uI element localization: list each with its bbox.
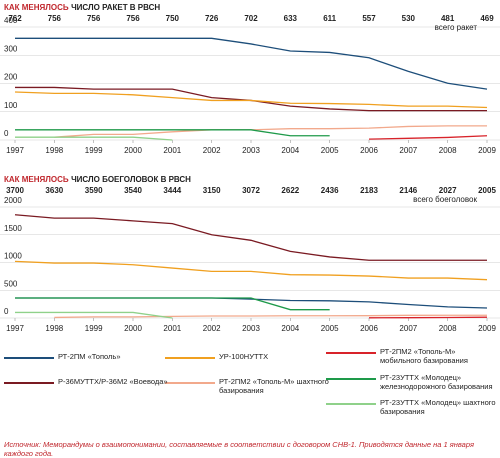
total-label: 750 xyxy=(166,14,180,23)
x-tick-label: 1997 xyxy=(6,324,24,333)
total-label: 3700 xyxy=(6,186,24,195)
y-tick-label: 1000 xyxy=(4,252,22,261)
x-tick-label: 1999 xyxy=(85,324,103,333)
series-line xyxy=(15,86,487,112)
y-tick-label: 1500 xyxy=(4,224,22,233)
totals-caption: всего ракет xyxy=(435,23,478,32)
y-tick-label: 0 xyxy=(4,307,9,316)
x-tick-label: 2003 xyxy=(242,324,260,333)
total-label: 756 xyxy=(126,14,140,23)
x-tick-label: 2002 xyxy=(203,146,221,155)
series-line xyxy=(15,311,173,319)
total-label: 3630 xyxy=(45,186,63,195)
total-label: 611 xyxy=(323,14,336,23)
x-tick-label: 1997 xyxy=(6,146,24,155)
series-line xyxy=(368,316,488,319)
totals-caption: всего боеголовок xyxy=(413,195,477,204)
chart-title: КАК МЕНЯЛОСЬ ЧИСЛО РАКЕТ В РВСН xyxy=(4,3,160,12)
x-tick-label: 2008 xyxy=(439,324,457,333)
series-line xyxy=(368,135,488,140)
total-label: 557 xyxy=(362,14,376,23)
y-tick-label: 200 xyxy=(4,73,18,82)
total-label: 756 xyxy=(48,14,62,23)
x-tick-label: 2000 xyxy=(124,324,142,333)
series-line xyxy=(15,37,488,90)
series-line xyxy=(54,125,487,138)
total-label: 3540 xyxy=(124,186,142,195)
y-tick-label: 400 xyxy=(4,16,18,25)
legend-label: РТ-2ПМ2 «Тополь-М» шахтного базирования xyxy=(219,377,329,395)
legend-label: РТ-2ПМ2 «Тополь-М» мобильного базировани… xyxy=(380,347,468,365)
title-text: ЧИСЛО РАКЕТ В РВСН xyxy=(71,3,160,12)
total-label: 762 xyxy=(8,14,22,23)
legend-label: УР-100НУТТХ xyxy=(219,352,269,361)
x-tick-label: 2009 xyxy=(478,324,496,333)
total-label: 3150 xyxy=(203,186,221,195)
chart-title: КАК МЕНЯЛОСЬ ЧИСЛО БОЕГОЛОВОК В РВСН xyxy=(4,175,191,184)
x-tick-label: 1999 xyxy=(85,146,103,155)
title-text: ЧИСЛО БОЕГОЛОВОК В РВСН xyxy=(71,175,191,184)
total-label: 2622 xyxy=(281,186,299,195)
total-label: 469 xyxy=(480,14,494,23)
x-tick-label: 1998 xyxy=(45,324,63,333)
series-line xyxy=(54,314,487,319)
total-label: 3590 xyxy=(85,186,103,195)
x-tick-label: 2000 xyxy=(124,146,142,155)
x-tick-label: 2005 xyxy=(321,146,339,155)
series-line xyxy=(15,129,330,137)
total-label: 481 xyxy=(441,14,455,23)
legend-label: РТ-2ПМ «Тополь» xyxy=(58,352,121,361)
total-label: 633 xyxy=(284,14,298,23)
x-tick-label: 2002 xyxy=(203,324,221,333)
x-tick-label: 2009 xyxy=(478,146,496,155)
y-tick-label: 2000 xyxy=(4,196,22,205)
legend-label: Р-36МУТТХ/Р-36М2 «Воевода» xyxy=(58,377,168,386)
y-tick-label: 500 xyxy=(4,279,18,288)
x-tick-label: 2005 xyxy=(321,324,339,333)
total-label: 2005 xyxy=(478,186,496,195)
x-tick-label: 1998 xyxy=(45,146,63,155)
y-tick-label: 300 xyxy=(4,44,18,53)
total-label: 702 xyxy=(244,14,258,23)
legend-label: РТ-23УТТХ «Молодец» шахтного базирования xyxy=(380,398,496,416)
y-tick-label: 0 xyxy=(4,129,9,138)
source-note: Источник: Меморандумы о взаимопонимании,… xyxy=(4,440,474,458)
x-tick-label: 2001 xyxy=(163,324,181,333)
total-label: 530 xyxy=(402,14,416,23)
x-tick-label: 2004 xyxy=(281,146,299,155)
series-line xyxy=(14,214,487,261)
series-line xyxy=(15,297,330,311)
x-tick-label: 2007 xyxy=(399,324,417,333)
total-label: 2146 xyxy=(399,186,417,195)
legend-label: РТ-23УТТХ «Молодец» железнодорожного баз… xyxy=(380,373,493,391)
series-line xyxy=(15,136,173,141)
series-line xyxy=(14,260,488,281)
x-tick-label: 2006 xyxy=(360,324,378,333)
total-label: 2183 xyxy=(360,186,378,195)
x-tick-label: 2003 xyxy=(242,146,260,155)
x-tick-label: 2007 xyxy=(399,146,417,155)
y-tick-label: 100 xyxy=(4,101,18,110)
series-line xyxy=(15,297,488,309)
total-label: 2436 xyxy=(321,186,339,195)
x-tick-label: 2006 xyxy=(360,146,378,155)
total-label: 726 xyxy=(205,14,219,23)
series-line xyxy=(14,91,488,109)
title-highlight: КАК МЕНЯЛОСЬ xyxy=(4,3,69,12)
x-tick-label: 2008 xyxy=(439,146,457,155)
total-label: 3072 xyxy=(242,186,260,195)
x-tick-label: 2001 xyxy=(163,146,181,155)
total-label: 756 xyxy=(87,14,101,23)
total-label: 2027 xyxy=(439,186,457,195)
total-label: 3444 xyxy=(163,186,181,195)
x-tick-label: 2004 xyxy=(281,324,299,333)
title-highlight: КАК МЕНЯЛОСЬ xyxy=(4,175,69,184)
